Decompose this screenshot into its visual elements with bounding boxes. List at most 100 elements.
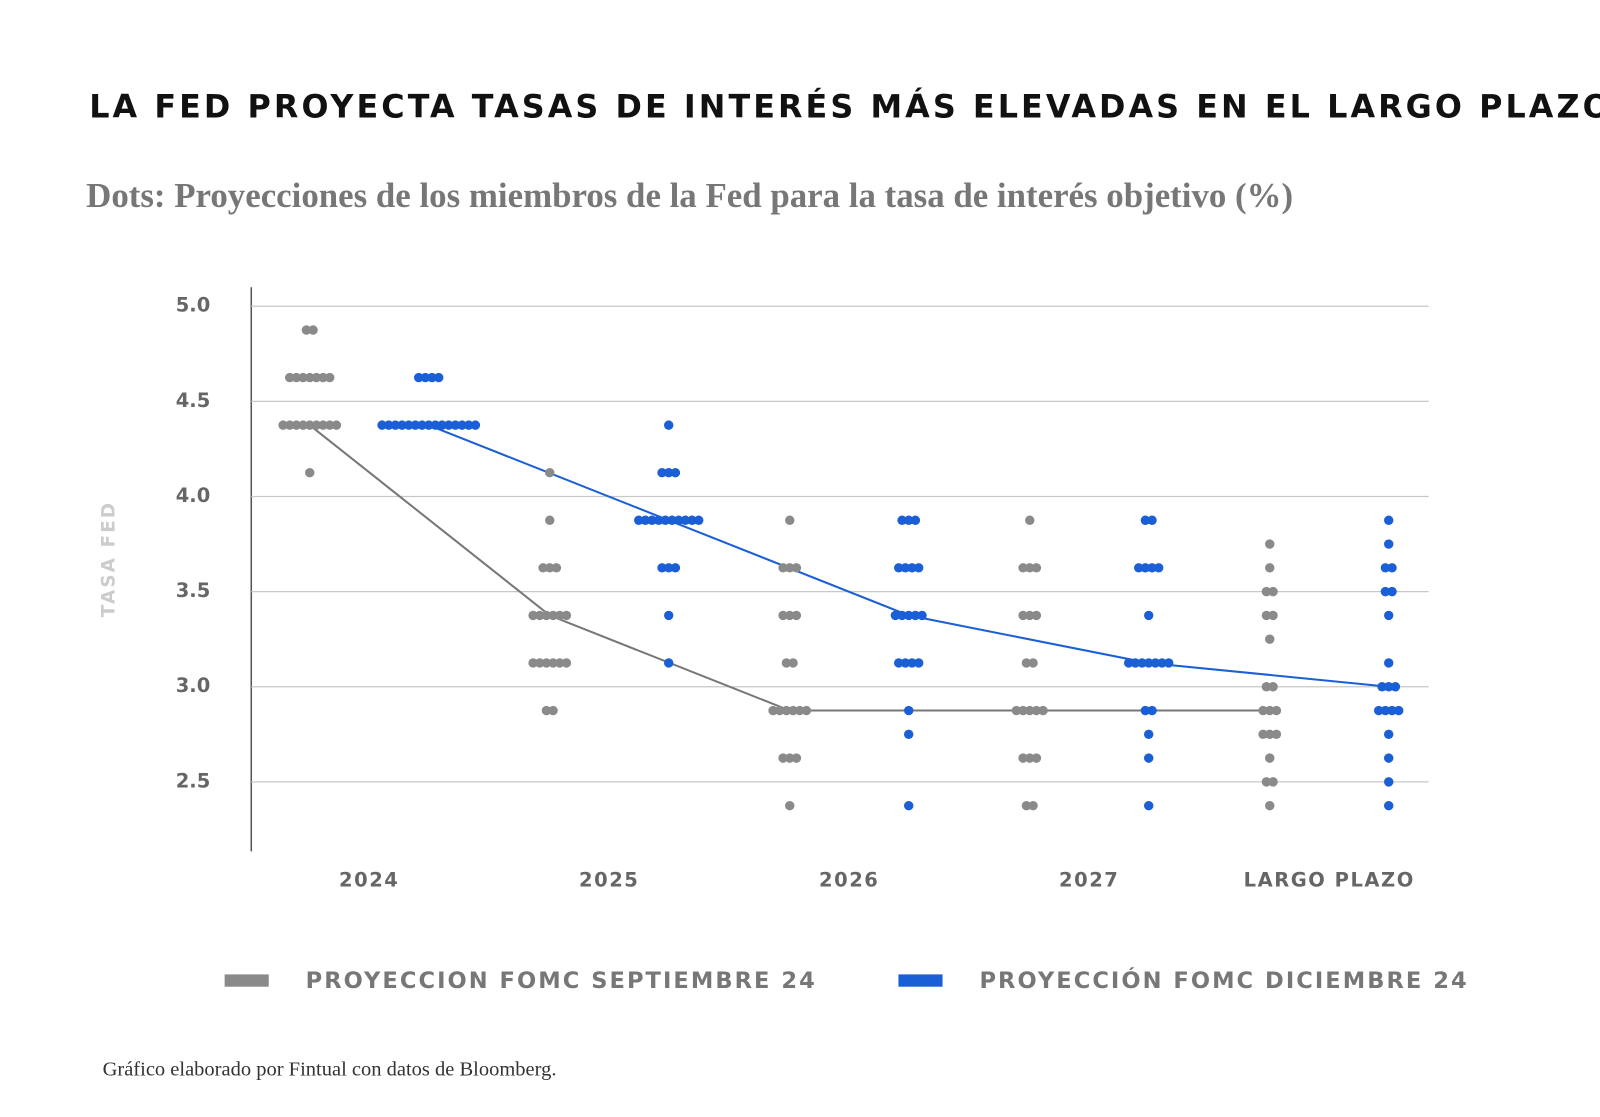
dot — [1384, 539, 1394, 549]
dot — [301, 325, 312, 335]
legend-swatch — [224, 974, 269, 987]
dot — [1265, 539, 1275, 549]
dot — [1261, 610, 1272, 621]
dot — [1387, 705, 1397, 716]
dot — [1384, 777, 1394, 787]
dot — [541, 610, 552, 621]
dot — [1265, 753, 1275, 763]
chart-subtitle: Dots: Proyecciones de los miembros de la… — [86, 176, 1293, 215]
dot — [305, 420, 315, 430]
dot — [657, 563, 667, 573]
dot — [907, 563, 917, 573]
dot — [1025, 753, 1035, 763]
dot — [1387, 586, 1397, 597]
dot — [667, 515, 677, 525]
legend-label: PROYECCION FOMC SEPTIEMBRE 24 — [306, 968, 817, 994]
dot — [1380, 586, 1391, 597]
dot — [1384, 729, 1394, 740]
dot — [904, 800, 914, 811]
dot — [311, 420, 322, 430]
dot — [654, 515, 664, 525]
dot — [775, 705, 785, 716]
dot — [430, 420, 441, 430]
dot — [1390, 682, 1401, 692]
dot — [1384, 658, 1394, 668]
dot — [1150, 658, 1161, 668]
dot — [561, 658, 572, 668]
dot — [551, 563, 562, 573]
dot — [781, 705, 792, 716]
dot — [545, 515, 555, 525]
dot — [457, 420, 467, 430]
dot — [1377, 682, 1387, 692]
dot — [670, 467, 681, 478]
dot — [1374, 705, 1384, 716]
dot — [894, 563, 904, 573]
y-tick-label: 3.0 — [176, 674, 211, 697]
dot — [285, 420, 295, 430]
dot — [900, 563, 911, 573]
dot — [541, 658, 552, 668]
dot — [1268, 682, 1278, 692]
dot — [1018, 753, 1028, 763]
dot — [548, 658, 558, 668]
dot — [1261, 682, 1272, 692]
dot — [470, 420, 481, 430]
x-tick-label: 2026 — [819, 869, 879, 892]
dot — [390, 420, 401, 430]
chart-title: LA FED PROYECTA TASAS DE INTERÉS MÁS ELE… — [89, 88, 1600, 126]
dot — [450, 420, 461, 430]
dot — [1031, 610, 1042, 621]
dot — [1261, 777, 1272, 787]
dot — [904, 515, 914, 525]
dot — [791, 610, 802, 621]
dot — [1137, 658, 1147, 668]
dot — [318, 420, 328, 430]
dot — [785, 753, 795, 763]
dot — [664, 467, 674, 478]
dot — [1384, 515, 1394, 525]
dot — [910, 515, 921, 525]
dot — [545, 467, 555, 478]
dot — [680, 515, 691, 525]
dot — [1140, 563, 1151, 573]
dot — [795, 705, 805, 716]
dot — [1147, 563, 1157, 573]
dot — [1384, 800, 1394, 811]
dot — [904, 729, 914, 740]
dot — [1271, 729, 1282, 740]
dot — [1265, 705, 1275, 716]
dot — [1154, 563, 1164, 573]
dot — [528, 658, 538, 668]
dot — [1031, 753, 1042, 763]
dot — [1144, 753, 1154, 763]
dot — [785, 563, 795, 573]
dot — [657, 467, 667, 478]
dot — [897, 610, 907, 621]
dot — [910, 610, 921, 621]
dot — [1265, 729, 1275, 740]
dot — [417, 420, 427, 430]
dot — [1028, 800, 1038, 811]
dot — [914, 563, 924, 573]
dot — [788, 705, 798, 716]
dot — [1130, 658, 1141, 668]
dot — [634, 515, 644, 525]
dot — [1261, 586, 1272, 597]
dot — [545, 563, 555, 573]
y-tick-label: 5.0 — [176, 294, 211, 317]
dot — [1140, 705, 1151, 716]
dot — [555, 658, 565, 668]
dot — [1387, 563, 1397, 573]
dot — [788, 658, 798, 668]
dot — [664, 658, 674, 668]
dot — [1384, 610, 1394, 621]
dot — [897, 515, 907, 525]
dot — [548, 705, 558, 716]
dot — [298, 420, 308, 430]
x-tick-label: LARGO PLAZO — [1244, 869, 1415, 892]
dot — [1134, 563, 1144, 573]
dot — [437, 420, 447, 430]
dot — [1147, 515, 1157, 525]
dot — [1011, 705, 1022, 716]
